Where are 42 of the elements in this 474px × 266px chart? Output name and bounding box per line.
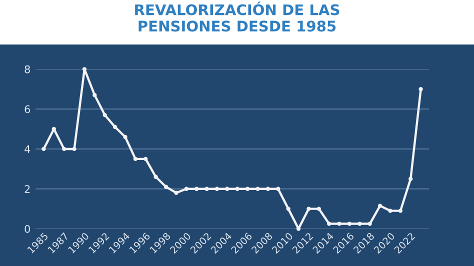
point <box>266 186 270 191</box>
chart-title: REVALORIZACIÓN DE LAS PENSIONES DESDE 1985 <box>135 2 340 32</box>
point <box>418 87 423 92</box>
point <box>123 134 128 140</box>
point <box>286 206 290 211</box>
point <box>102 112 107 118</box>
point <box>72 146 76 152</box>
y-tick-label: 6 <box>24 105 30 114</box>
point <box>112 124 118 130</box>
point <box>62 146 66 152</box>
point <box>225 186 230 191</box>
point <box>235 186 240 191</box>
point <box>82 67 87 72</box>
point <box>398 208 403 213</box>
point <box>144 156 148 162</box>
point <box>408 176 413 181</box>
y-tick-label: 2 <box>24 185 30 193</box>
point <box>337 222 342 226</box>
point <box>327 222 332 226</box>
point <box>347 222 352 226</box>
point <box>164 184 168 189</box>
point <box>358 222 362 226</box>
point <box>214 186 220 191</box>
point <box>174 190 178 195</box>
point <box>368 222 372 226</box>
point <box>133 156 138 162</box>
point <box>194 186 199 191</box>
point <box>42 146 46 152</box>
y-tick-label: 4 <box>24 145 30 153</box>
point <box>92 93 97 98</box>
point <box>378 204 382 208</box>
point <box>276 186 280 191</box>
y-tick-label: 0 <box>24 224 30 233</box>
point <box>316 206 321 211</box>
point <box>245 186 250 191</box>
point <box>256 186 260 191</box>
point <box>388 208 392 213</box>
point <box>204 186 209 191</box>
point <box>306 206 311 211</box>
point <box>154 174 158 179</box>
y-tick-label: 8 <box>24 65 30 74</box>
point <box>184 186 188 191</box>
